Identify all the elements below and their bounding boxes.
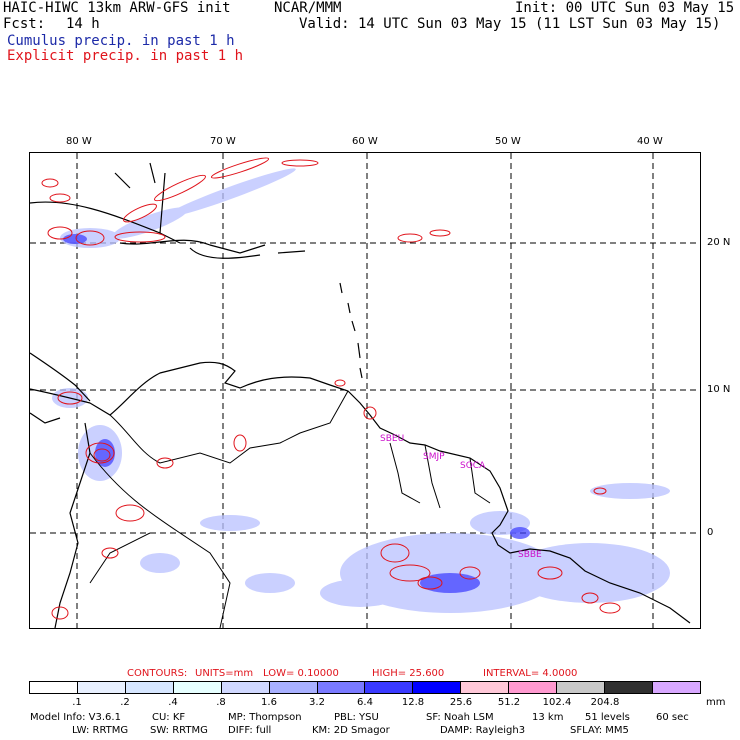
footer-cu: CU: KF bbox=[152, 712, 186, 723]
precip-map: SBEU SMJP SOCA SBBE bbox=[29, 152, 701, 629]
footer-sf: SF: Noah LSM bbox=[426, 712, 494, 723]
colorbar-cell bbox=[125, 682, 174, 693]
colorbar-cell bbox=[221, 682, 270, 693]
lat-label-20n: 20 N bbox=[707, 237, 731, 248]
colorbar-tick-label: 3.2 bbox=[309, 697, 325, 708]
colorbar-cell bbox=[509, 682, 558, 693]
station-label-sbbe: SBBE bbox=[518, 550, 542, 560]
colorbar-tick-label: 25.6 bbox=[449, 697, 473, 708]
footer-diff: DIFF: full bbox=[228, 725, 272, 736]
footer-lw: LW: RRTMG bbox=[72, 725, 129, 736]
colorbar-tick-label: .4 bbox=[168, 697, 178, 708]
colorbar-cell bbox=[77, 682, 126, 693]
country-borders bbox=[89, 390, 491, 628]
footer-levels: 51 levels bbox=[585, 712, 630, 723]
colorbar-cell bbox=[413, 682, 462, 693]
init-time: Init: 00 UTC Sun 03 May 15 bbox=[515, 0, 735, 16]
lon-label-60w: 60 W bbox=[352, 136, 378, 147]
fcst-label: Fcst: bbox=[3, 16, 46, 32]
colorbar-cell bbox=[557, 682, 606, 693]
colorbar-cell bbox=[605, 682, 653, 693]
contours-low: LOW= 0.10000 bbox=[263, 668, 339, 679]
footer-timestep: 60 sec bbox=[656, 712, 689, 723]
colorbar-tick-label: .2 bbox=[120, 697, 130, 708]
center-label: NCAR/MMM bbox=[274, 0, 342, 16]
contours-high: HIGH= 25.600 bbox=[372, 668, 445, 679]
station-label-soca: SOCA bbox=[460, 461, 486, 471]
lat-label-10n: 10 N bbox=[707, 384, 731, 395]
colorbar-tick-label: .8 bbox=[216, 697, 226, 708]
colorbar-cell bbox=[461, 682, 510, 693]
colorbar-cell bbox=[317, 682, 366, 693]
lon-label-80w: 80 W bbox=[66, 136, 92, 147]
colorbar-tick-label: 102.4 bbox=[542, 697, 572, 708]
colorbar-cell bbox=[173, 682, 222, 693]
station-label-smjp: SMJP bbox=[423, 452, 445, 462]
colorbar bbox=[29, 681, 701, 694]
colorbar-tick-label: 12.8 bbox=[401, 697, 425, 708]
colorbar-cell bbox=[269, 682, 318, 693]
colorbar-unit: mm bbox=[706, 697, 726, 708]
cumulus-precip-areas bbox=[52, 168, 670, 613]
lon-label-70w: 70 W bbox=[210, 136, 236, 147]
colorbar-tick-label: 6.4 bbox=[357, 697, 373, 708]
colorbar-tick-label: 204.8 bbox=[590, 697, 620, 708]
lon-label-50w: 50 W bbox=[495, 136, 521, 147]
footer-sw: SW: RRTMG bbox=[150, 725, 208, 736]
footer-mp: MP: Thompson bbox=[228, 712, 302, 723]
lon-label-40w: 40 W bbox=[637, 136, 663, 147]
contours-interval: INTERVAL= 4.0000 bbox=[483, 668, 578, 679]
lat-label-0: 0 bbox=[707, 527, 714, 538]
legend-cumulus: Cumulus precip. in past 1 h bbox=[7, 33, 235, 49]
station-label-sbeu: SBEU bbox=[380, 434, 404, 444]
colorbar-tick-label: 51.2 bbox=[497, 697, 521, 708]
map-canvas: SBEU SMJP SOCA SBBE bbox=[30, 153, 700, 628]
contours-units: UNITS=mm bbox=[195, 668, 254, 679]
fcst-value: 14 h bbox=[66, 16, 100, 32]
footer-pbl: PBL: YSU bbox=[334, 712, 379, 723]
footer-sflay: SFLAY: MM5 bbox=[570, 725, 629, 736]
colorbar-cell bbox=[30, 682, 78, 693]
footer-resolution: 13 km bbox=[532, 712, 564, 723]
colorbar-cell bbox=[652, 682, 700, 693]
contours-label: CONTOURS: bbox=[127, 668, 188, 679]
colorbar-tick-label: .1 bbox=[72, 697, 82, 708]
explicit-precip-contours bbox=[41, 157, 621, 620]
footer-damp: DAMP: Rayleigh3 bbox=[440, 725, 526, 736]
footer-km: KM: 2D Smagor bbox=[312, 725, 390, 736]
model-title: HAIC-HIWC 13km ARW-GFS init bbox=[3, 0, 231, 16]
colorbar-cell bbox=[365, 682, 414, 693]
colorbar-tick-label: 1.6 bbox=[261, 697, 277, 708]
legend-explicit: Explicit precip. in past 1 h bbox=[7, 48, 244, 64]
valid-time: Valid: 14 UTC Sun 03 May 15 (11 LST Sun … bbox=[299, 16, 721, 32]
footer-model-info: Model Info: V3.6.1 bbox=[30, 712, 121, 723]
